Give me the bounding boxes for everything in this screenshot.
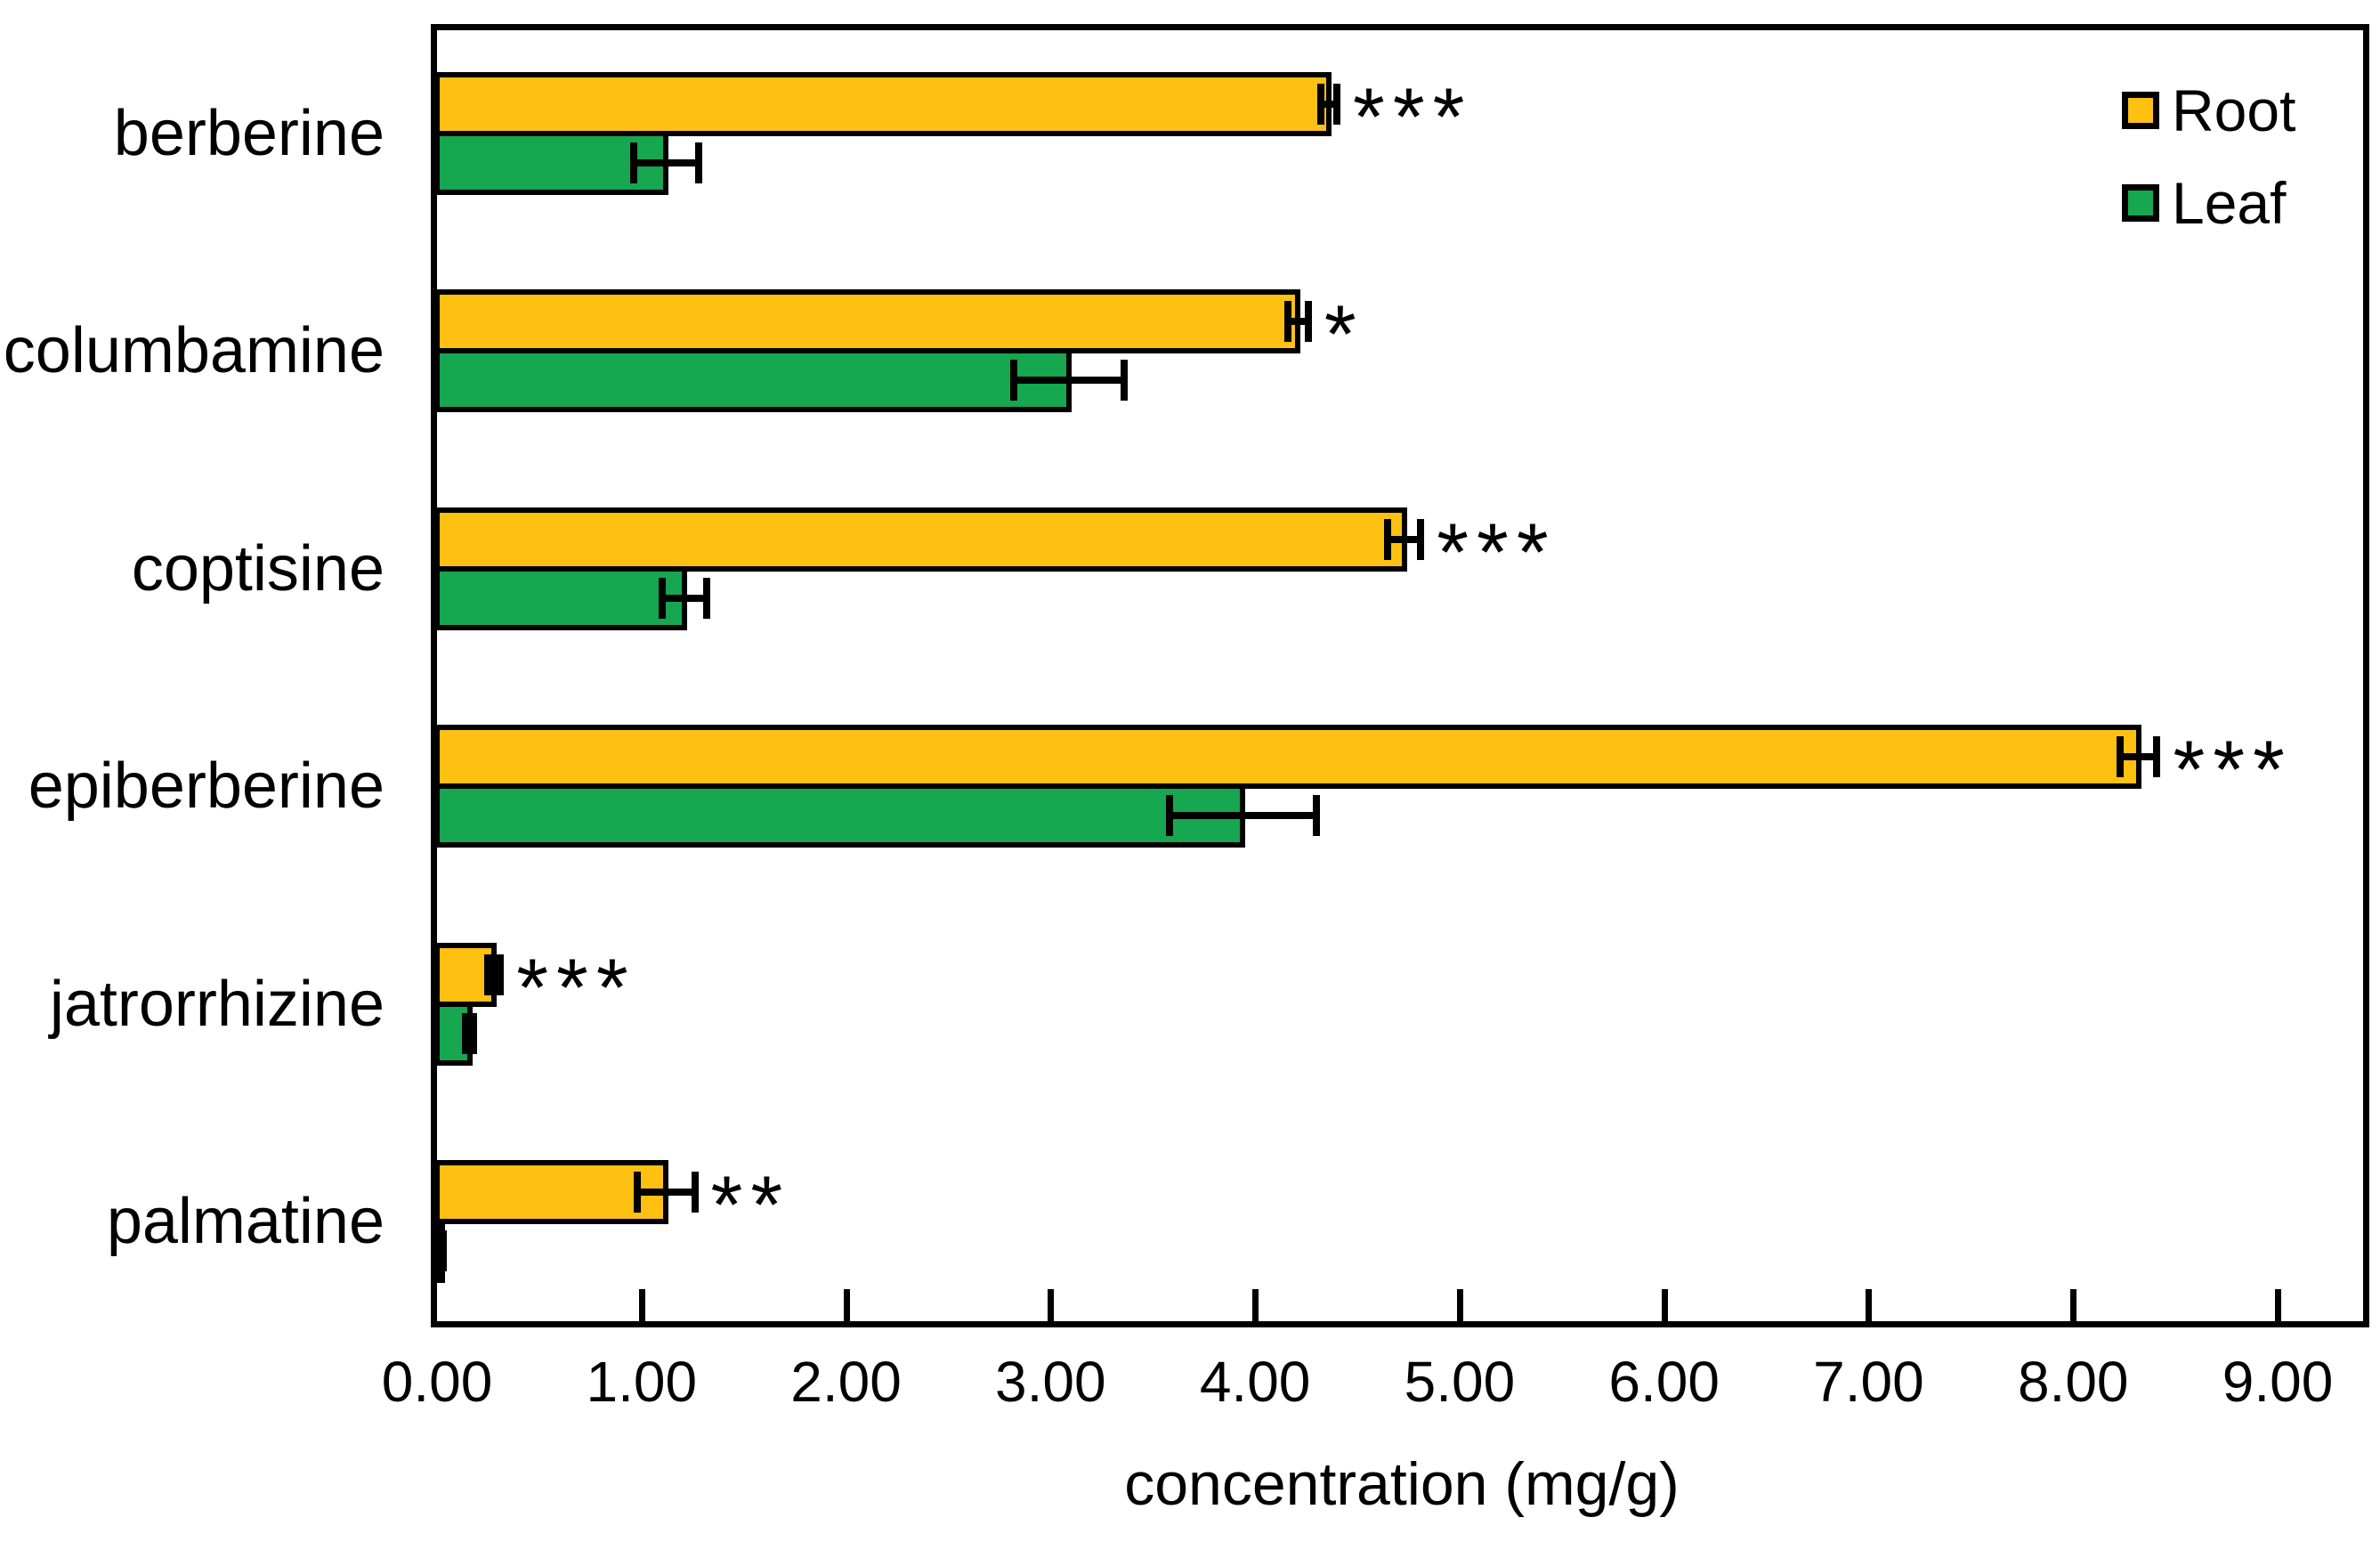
significance-marker-palmatine: ** xyxy=(710,1160,791,1251)
category-label-epiberberine: epiberberine xyxy=(28,751,385,823)
bar-leaf-berberine xyxy=(434,131,669,195)
x-tick-label-4.00: 4.00 xyxy=(1199,1350,1311,1414)
bar-root-berberine xyxy=(434,72,1332,136)
x-tick-7.00 xyxy=(1866,1289,1873,1321)
error-cap-left-leaf-coptisine xyxy=(658,577,666,619)
significance-marker-coptisine: *** xyxy=(1437,507,1557,598)
error-bar-root-coptisine xyxy=(1388,535,1421,543)
x-tick-3.00 xyxy=(1048,1289,1055,1321)
error-cap-right-root-palmatine xyxy=(691,1172,699,1213)
x-tick-1.00 xyxy=(638,1289,645,1321)
error-cap-left-leaf-columbamine xyxy=(1009,360,1017,402)
error-cap-right-leaf-columbamine xyxy=(1121,360,1129,402)
legend-item-root: Root xyxy=(2122,77,2296,143)
x-tick-5.00 xyxy=(1456,1289,1463,1321)
bar-leaf-epiberberine xyxy=(434,783,1246,848)
error-cap-right-leaf-coptisine xyxy=(703,577,711,619)
significance-marker-columbamine: * xyxy=(1324,289,1364,381)
error-bar-root-berberine xyxy=(1320,101,1338,108)
significance-marker-berberine: *** xyxy=(1353,72,1473,163)
category-label-jatrorrhizine: jatrorrhizine xyxy=(49,968,385,1040)
error-cap-left-root-columbamine xyxy=(1283,301,1291,343)
x-axis-title: concentration (mg/g) xyxy=(1124,1450,1680,1518)
legend-item-leaf: Leaf xyxy=(2122,170,2295,236)
x-tick-label-6.00: 6.00 xyxy=(1608,1350,1720,1414)
legend-swatch-root xyxy=(2122,92,2159,129)
x-tick-2.00 xyxy=(843,1289,850,1321)
x-tick-label-2.00: 2.00 xyxy=(790,1350,902,1414)
bar-root-coptisine xyxy=(434,507,1407,572)
error-cap-left-root-coptisine xyxy=(1384,518,1392,560)
error-cap-right-leaf-berberine xyxy=(695,142,703,183)
error-cap-left-leaf-berberine xyxy=(629,142,637,183)
x-tick-label-3.00: 3.00 xyxy=(995,1350,1106,1414)
error-bar-leaf-jatrorrhizine xyxy=(465,1029,474,1037)
error-cap-right-root-epiberberine xyxy=(2153,736,2161,778)
category-label-columbamine: columbamine xyxy=(3,315,385,387)
legend-swatch-leaf xyxy=(2122,184,2159,222)
x-tick-9.00 xyxy=(2275,1289,2282,1321)
error-cap-left-root-epiberberine xyxy=(2117,736,2125,778)
x-tick-label-1.00: 1.00 xyxy=(586,1350,698,1414)
x-tick-4.00 xyxy=(1252,1289,1259,1321)
error-cap-right-leaf-jatrorrhizine xyxy=(470,1012,478,1054)
x-tick-label-9.00: 9.00 xyxy=(2222,1350,2334,1414)
error-cap-right-leaf-palmatine xyxy=(439,1230,447,1271)
error-cap-left-root-jatrorrhizine xyxy=(484,954,492,995)
x-tick-label-7.00: 7.00 xyxy=(1813,1350,1924,1414)
x-tick-label-5.00: 5.00 xyxy=(1404,1350,1516,1414)
error-bar-root-palmatine xyxy=(637,1189,695,1196)
category-label-berberine: berberine xyxy=(113,98,385,169)
error-cap-right-root-coptisine xyxy=(1417,518,1425,560)
bar-root-epiberberine xyxy=(434,725,2141,790)
error-cap-right-root-columbamine xyxy=(1304,301,1312,343)
error-bar-leaf-columbamine xyxy=(1013,377,1125,385)
x-tick-8.00 xyxy=(2070,1289,2077,1321)
significance-marker-epiberberine: *** xyxy=(2173,725,2293,816)
x-tick-label-8.00: 8.00 xyxy=(2017,1350,2129,1414)
error-cap-left-root-berberine xyxy=(1316,84,1324,125)
x-tick-6.00 xyxy=(1661,1289,1668,1321)
error-cap-left-leaf-jatrorrhizine xyxy=(462,1012,470,1054)
error-bar-root-columbamine xyxy=(1287,318,1308,326)
bar-root-palmatine xyxy=(434,1160,669,1224)
error-bar-leaf-coptisine xyxy=(661,594,708,602)
error-cap-right-leaf-epiberberine xyxy=(1313,795,1321,837)
legend-label-leaf: Leaf xyxy=(2172,170,2287,236)
error-cap-left-leaf-palmatine xyxy=(435,1230,443,1271)
error-bar-leaf-berberine xyxy=(633,159,700,166)
category-label-coptisine: coptisine xyxy=(131,532,385,605)
bar-leaf-coptisine xyxy=(434,565,688,630)
error-bar-root-epiberberine xyxy=(2120,753,2157,761)
error-bar-leaf-epiberberine xyxy=(1169,812,1317,820)
category-label-palmatine: palmatine xyxy=(106,1186,385,1257)
legend: Root Leaf xyxy=(2122,77,2296,236)
error-bar-root-jatrorrhizine xyxy=(488,970,501,978)
error-cap-right-root-jatrorrhizine xyxy=(497,954,505,995)
significance-marker-jatrorrhizine: *** xyxy=(516,942,636,1034)
error-cap-left-root-palmatine xyxy=(634,1172,642,1213)
bar-root-columbamine xyxy=(434,289,1301,354)
bar-leaf-columbamine xyxy=(434,348,1073,413)
legend-label-root: Root xyxy=(2172,77,2296,143)
error-cap-left-leaf-epiberberine xyxy=(1165,795,1173,837)
plot-area xyxy=(431,24,2369,1327)
error-cap-right-root-berberine xyxy=(1333,84,1341,125)
x-tick-label-0.00: 0.00 xyxy=(381,1350,493,1414)
